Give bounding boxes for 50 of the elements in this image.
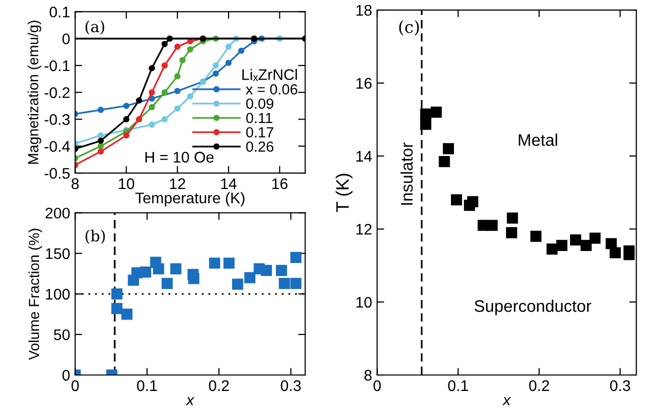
x-tick-label: 0.3 — [610, 380, 630, 392]
x-axis-title: Temperature (K) — [135, 192, 244, 206]
annotation: Metal — [518, 134, 558, 146]
legend-title: LiₓZrNCl — [242, 68, 297, 81]
x-tick-label: 16 — [272, 178, 288, 190]
y-tick-label: -0.3 — [44, 114, 70, 125]
y-axis-title: Magnetization (emu/g) — [28, 20, 42, 164]
annotation: Insulator — [400, 142, 413, 205]
y-tick-label: 18 — [356, 4, 372, 16]
y-tick-label: 14 — [356, 151, 372, 162]
x-tick-label: 0.2 — [208, 380, 229, 392]
x-tick-label: 0 — [373, 380, 381, 392]
x-tick-label: 0 — [72, 380, 79, 392]
y-tick-label: 8 — [364, 370, 372, 381]
x-tick-label: 12 — [170, 178, 186, 189]
legend-label: 0.09 — [246, 98, 274, 109]
y-tick-label: 10 — [356, 296, 372, 308]
y-tick-label: 12 — [356, 224, 372, 235]
y-tick-label: 200 — [46, 208, 70, 219]
legend-label: 0.11 — [246, 112, 272, 124]
x-tick-label: 0.1 — [137, 380, 157, 392]
y-tick-label: 16 — [356, 78, 372, 89]
legend-label: 0.26 — [246, 141, 274, 152]
y-tick-label: -0.5 — [44, 168, 70, 179]
y-tick-label: 0.1 — [50, 6, 70, 18]
annotation: (b) — [86, 230, 105, 244]
annotation: H = 10 Oe — [145, 152, 214, 163]
annotation: Superconductor — [474, 300, 592, 316]
y-tick-label: 0 — [62, 33, 70, 44]
y-tick-label: -0.2 — [44, 87, 70, 98]
x-tick-label: 0.2 — [529, 380, 549, 392]
x-axis-title: x — [502, 397, 512, 406]
x-tick-label: 0.3 — [280, 380, 301, 392]
y-axis-title: Volume Fraction (%) — [28, 228, 42, 360]
y-tick-label: 100 — [46, 288, 70, 300]
x-tick-label: 10 — [118, 178, 134, 190]
y-tick-label: -0.1 — [44, 60, 70, 72]
x-axis-title: x — [186, 397, 194, 406]
y-tick-label: 50 — [54, 329, 70, 340]
y-tick-label: -0.4 — [44, 141, 70, 152]
y-axis-title: T (K) — [336, 174, 352, 212]
legend-label: x = 0.06 — [246, 84, 298, 94]
y-tick-label: 150 — [46, 248, 70, 260]
x-tick-label: 0.1 — [448, 380, 468, 392]
x-tick-label: 14 — [221, 178, 237, 189]
legend-label: 0.17 — [246, 127, 274, 138]
annotation: (c) — [399, 20, 419, 36]
annotation: (a) — [86, 20, 104, 34]
x-tick-label: 8 — [72, 178, 79, 190]
y-tick-label: 0 — [62, 370, 70, 381]
